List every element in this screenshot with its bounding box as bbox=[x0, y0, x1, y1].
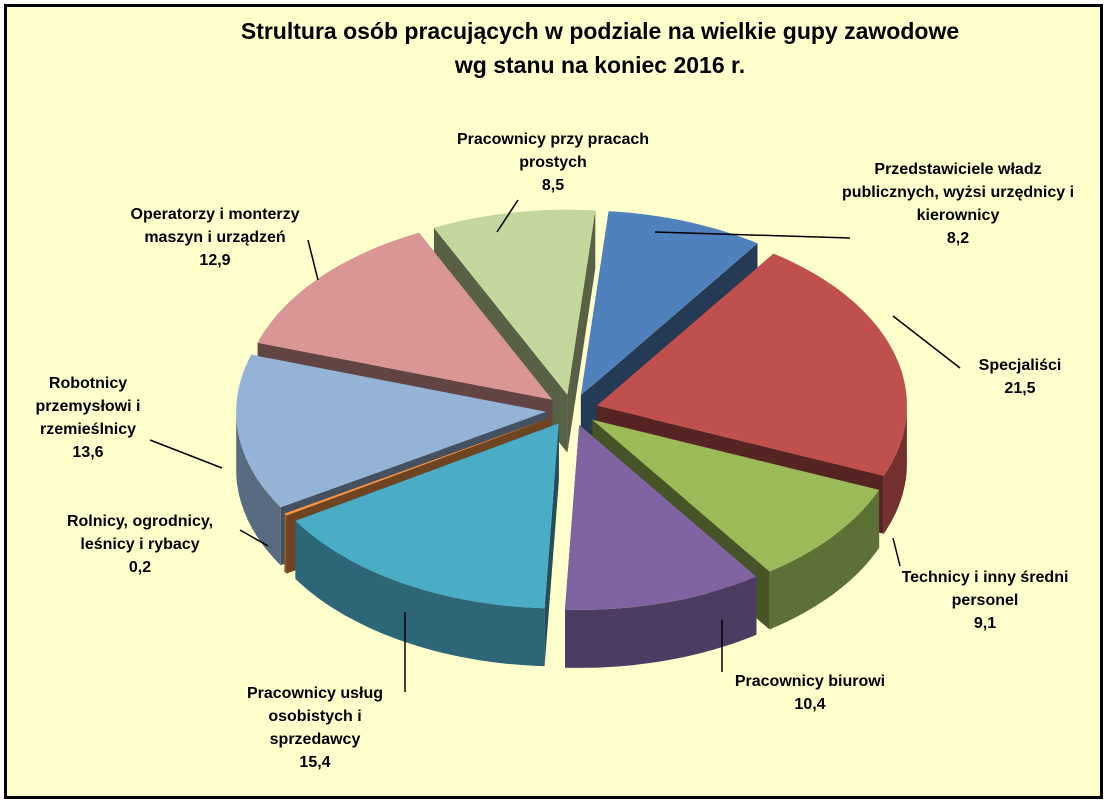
slice-label: Pracownicy biurowi 10,4 bbox=[710, 670, 910, 716]
slice bbox=[596, 253, 907, 476]
slice bbox=[236, 354, 547, 508]
slice bbox=[284, 418, 550, 516]
category-label: Pracownicy przy pracach prostych bbox=[456, 131, 650, 171]
slice-label: Rolnicy, ogrodnicy, leśnicy i rybacy 0,2 bbox=[40, 510, 240, 579]
slice-wall bbox=[769, 489, 880, 630]
leader-line bbox=[892, 315, 961, 369]
chart-subtitle: wg stanu na koniec 2016 r. bbox=[454, 52, 746, 78]
leader-line bbox=[654, 231, 851, 239]
slice bbox=[295, 423, 559, 609]
value-label: 21,5 bbox=[1004, 380, 1036, 397]
slice-wall bbox=[284, 513, 287, 574]
slice-label: Specjaliści 21,5 bbox=[960, 354, 1080, 400]
category-label: Technicy i inny średni personel bbox=[901, 569, 1069, 609]
leader-line bbox=[149, 439, 223, 469]
value-label: 12,9 bbox=[199, 252, 231, 269]
chart-title: Strultura osób pracujących w podziale na… bbox=[240, 18, 960, 44]
value-label: 9,1 bbox=[973, 615, 997, 632]
slice-label: Przedstawiciele władz publicznych, wyżsi… bbox=[838, 158, 1078, 250]
category-label: Pracownicy biurowi bbox=[734, 673, 886, 690]
value-label: 8,2 bbox=[946, 230, 970, 247]
category-label: Przedstawiciele władz publicznych, wyżsi… bbox=[841, 161, 1075, 224]
slice-label: Robotnicy przemysłowi i rzemieślnicy 13,6 bbox=[8, 372, 168, 464]
leader-line bbox=[892, 537, 901, 567]
slice-label: Pracownicy przy pracach prostych 8,5 bbox=[453, 128, 653, 197]
value-label: 15,4 bbox=[299, 754, 331, 771]
slice-wall bbox=[565, 576, 757, 668]
leader-line bbox=[496, 199, 519, 233]
slice-wall bbox=[236, 411, 281, 566]
slice bbox=[592, 419, 880, 572]
slice-label: Pracownicy usług osobistych i sprzedawcy… bbox=[225, 682, 405, 774]
leader-line bbox=[239, 529, 269, 547]
leader-line bbox=[307, 239, 319, 281]
slice bbox=[565, 424, 757, 610]
value-label: 8,5 bbox=[541, 177, 565, 194]
slice-label: Technicy i inny średni personel 9,1 bbox=[880, 566, 1090, 635]
value-label: 0,2 bbox=[128, 559, 152, 576]
category-label: Operatorzy i monterzy maszyn i urządzeń bbox=[130, 206, 300, 246]
slice-side bbox=[567, 210, 596, 453]
category-label: Pracownicy usług osobistych i sprzedawcy bbox=[246, 685, 384, 748]
slice-wall bbox=[295, 520, 545, 667]
slice-side bbox=[544, 423, 559, 667]
slice bbox=[433, 209, 596, 395]
category-label: Rolnicy, ogrodnicy, leśnicy i rybacy bbox=[66, 513, 214, 553]
slice-wall bbox=[883, 405, 907, 534]
value-label: 10,4 bbox=[794, 696, 826, 713]
value-label: 13,6 bbox=[72, 444, 104, 461]
category-label: Robotnicy przemysłowi i rzemieślnicy bbox=[35, 375, 141, 438]
slice-label: Operatorzy i monterzy maszyn i urządzeń 1… bbox=[100, 203, 330, 272]
slice bbox=[257, 232, 553, 400]
category-label: Specjaliści bbox=[978, 357, 1062, 374]
slice bbox=[580, 211, 758, 396]
